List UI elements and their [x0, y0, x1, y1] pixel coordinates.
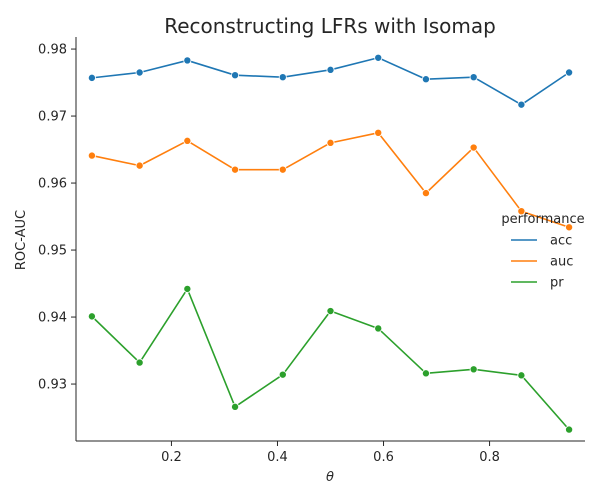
legend-label: auc	[550, 255, 573, 270]
data-point-acc	[565, 68, 574, 77]
data-point-acc	[469, 73, 478, 82]
x-tick-label: 0.8	[479, 450, 500, 465]
data-point-auc	[469, 143, 478, 152]
data-point-pr	[183, 284, 192, 293]
y-tick-label: 0.94	[38, 311, 67, 326]
y-axis-label: ROC-AUC	[14, 210, 29, 270]
series-line-acc	[91, 56, 570, 106]
data-point-acc	[421, 75, 430, 84]
chart-title: Reconstructing LFRs with Isomap	[164, 14, 496, 38]
y-tick-label: 0.95	[38, 244, 67, 259]
y-tick-label: 0.96	[38, 177, 67, 192]
data-point-auc	[565, 223, 574, 232]
data-point-auc	[183, 136, 192, 145]
data-point-acc	[517, 100, 526, 109]
data-point-pr	[278, 370, 287, 379]
x-tick-label: 0.2	[161, 450, 182, 465]
data-point-pr	[421, 369, 430, 378]
series-auc	[87, 128, 574, 232]
data-point-auc	[517, 207, 526, 216]
legend-item-auc: auc	[511, 255, 573, 270]
legend: performance acc auc pr	[501, 212, 584, 291]
data-point-pr	[565, 425, 574, 434]
data-point-acc	[87, 73, 96, 82]
data-point-pr	[135, 358, 144, 367]
data-point-acc	[278, 73, 287, 82]
legend-title: performance	[501, 212, 584, 227]
data-point-acc	[326, 65, 335, 74]
data-point-auc	[135, 161, 144, 170]
data-point-auc	[421, 189, 430, 198]
x-tick-label: 0.4	[267, 450, 288, 465]
data-point-auc	[374, 128, 383, 137]
series-pr	[87, 284, 574, 434]
data-point-pr	[87, 312, 96, 321]
y-tick-label: 0.93	[38, 378, 67, 393]
data-point-auc	[87, 151, 96, 160]
series-layer	[87, 53, 574, 434]
y-tick-label: 0.97	[38, 110, 67, 125]
legend-label: acc	[550, 234, 572, 249]
legend-label: pr	[550, 276, 564, 291]
axes	[75, 37, 585, 442]
data-point-acc	[231, 71, 240, 80]
legend-item-acc: acc	[511, 234, 572, 249]
series-acc	[87, 53, 574, 109]
y-tick-label: 0.98	[38, 43, 67, 58]
data-point-acc	[374, 53, 383, 62]
data-point-pr	[326, 307, 335, 316]
series-line-auc	[91, 132, 570, 229]
data-point-pr	[231, 402, 240, 411]
y-ticks: 0.93 0.94 0.95 0.96 0.97 0.98	[38, 43, 76, 393]
x-ticks: 0.2 0.4 0.6 0.8	[161, 441, 500, 465]
data-point-auc	[326, 138, 335, 147]
data-point-acc	[135, 68, 144, 77]
data-point-acc	[183, 56, 192, 65]
x-axis-label: θ	[326, 470, 334, 485]
data-point-auc	[278, 165, 287, 174]
data-point-auc	[231, 165, 240, 174]
x-tick-label: 0.6	[373, 450, 394, 465]
legend-item-pr: pr	[511, 276, 564, 291]
data-point-pr	[374, 324, 383, 333]
data-point-pr	[469, 365, 478, 374]
data-point-pr	[517, 371, 526, 380]
